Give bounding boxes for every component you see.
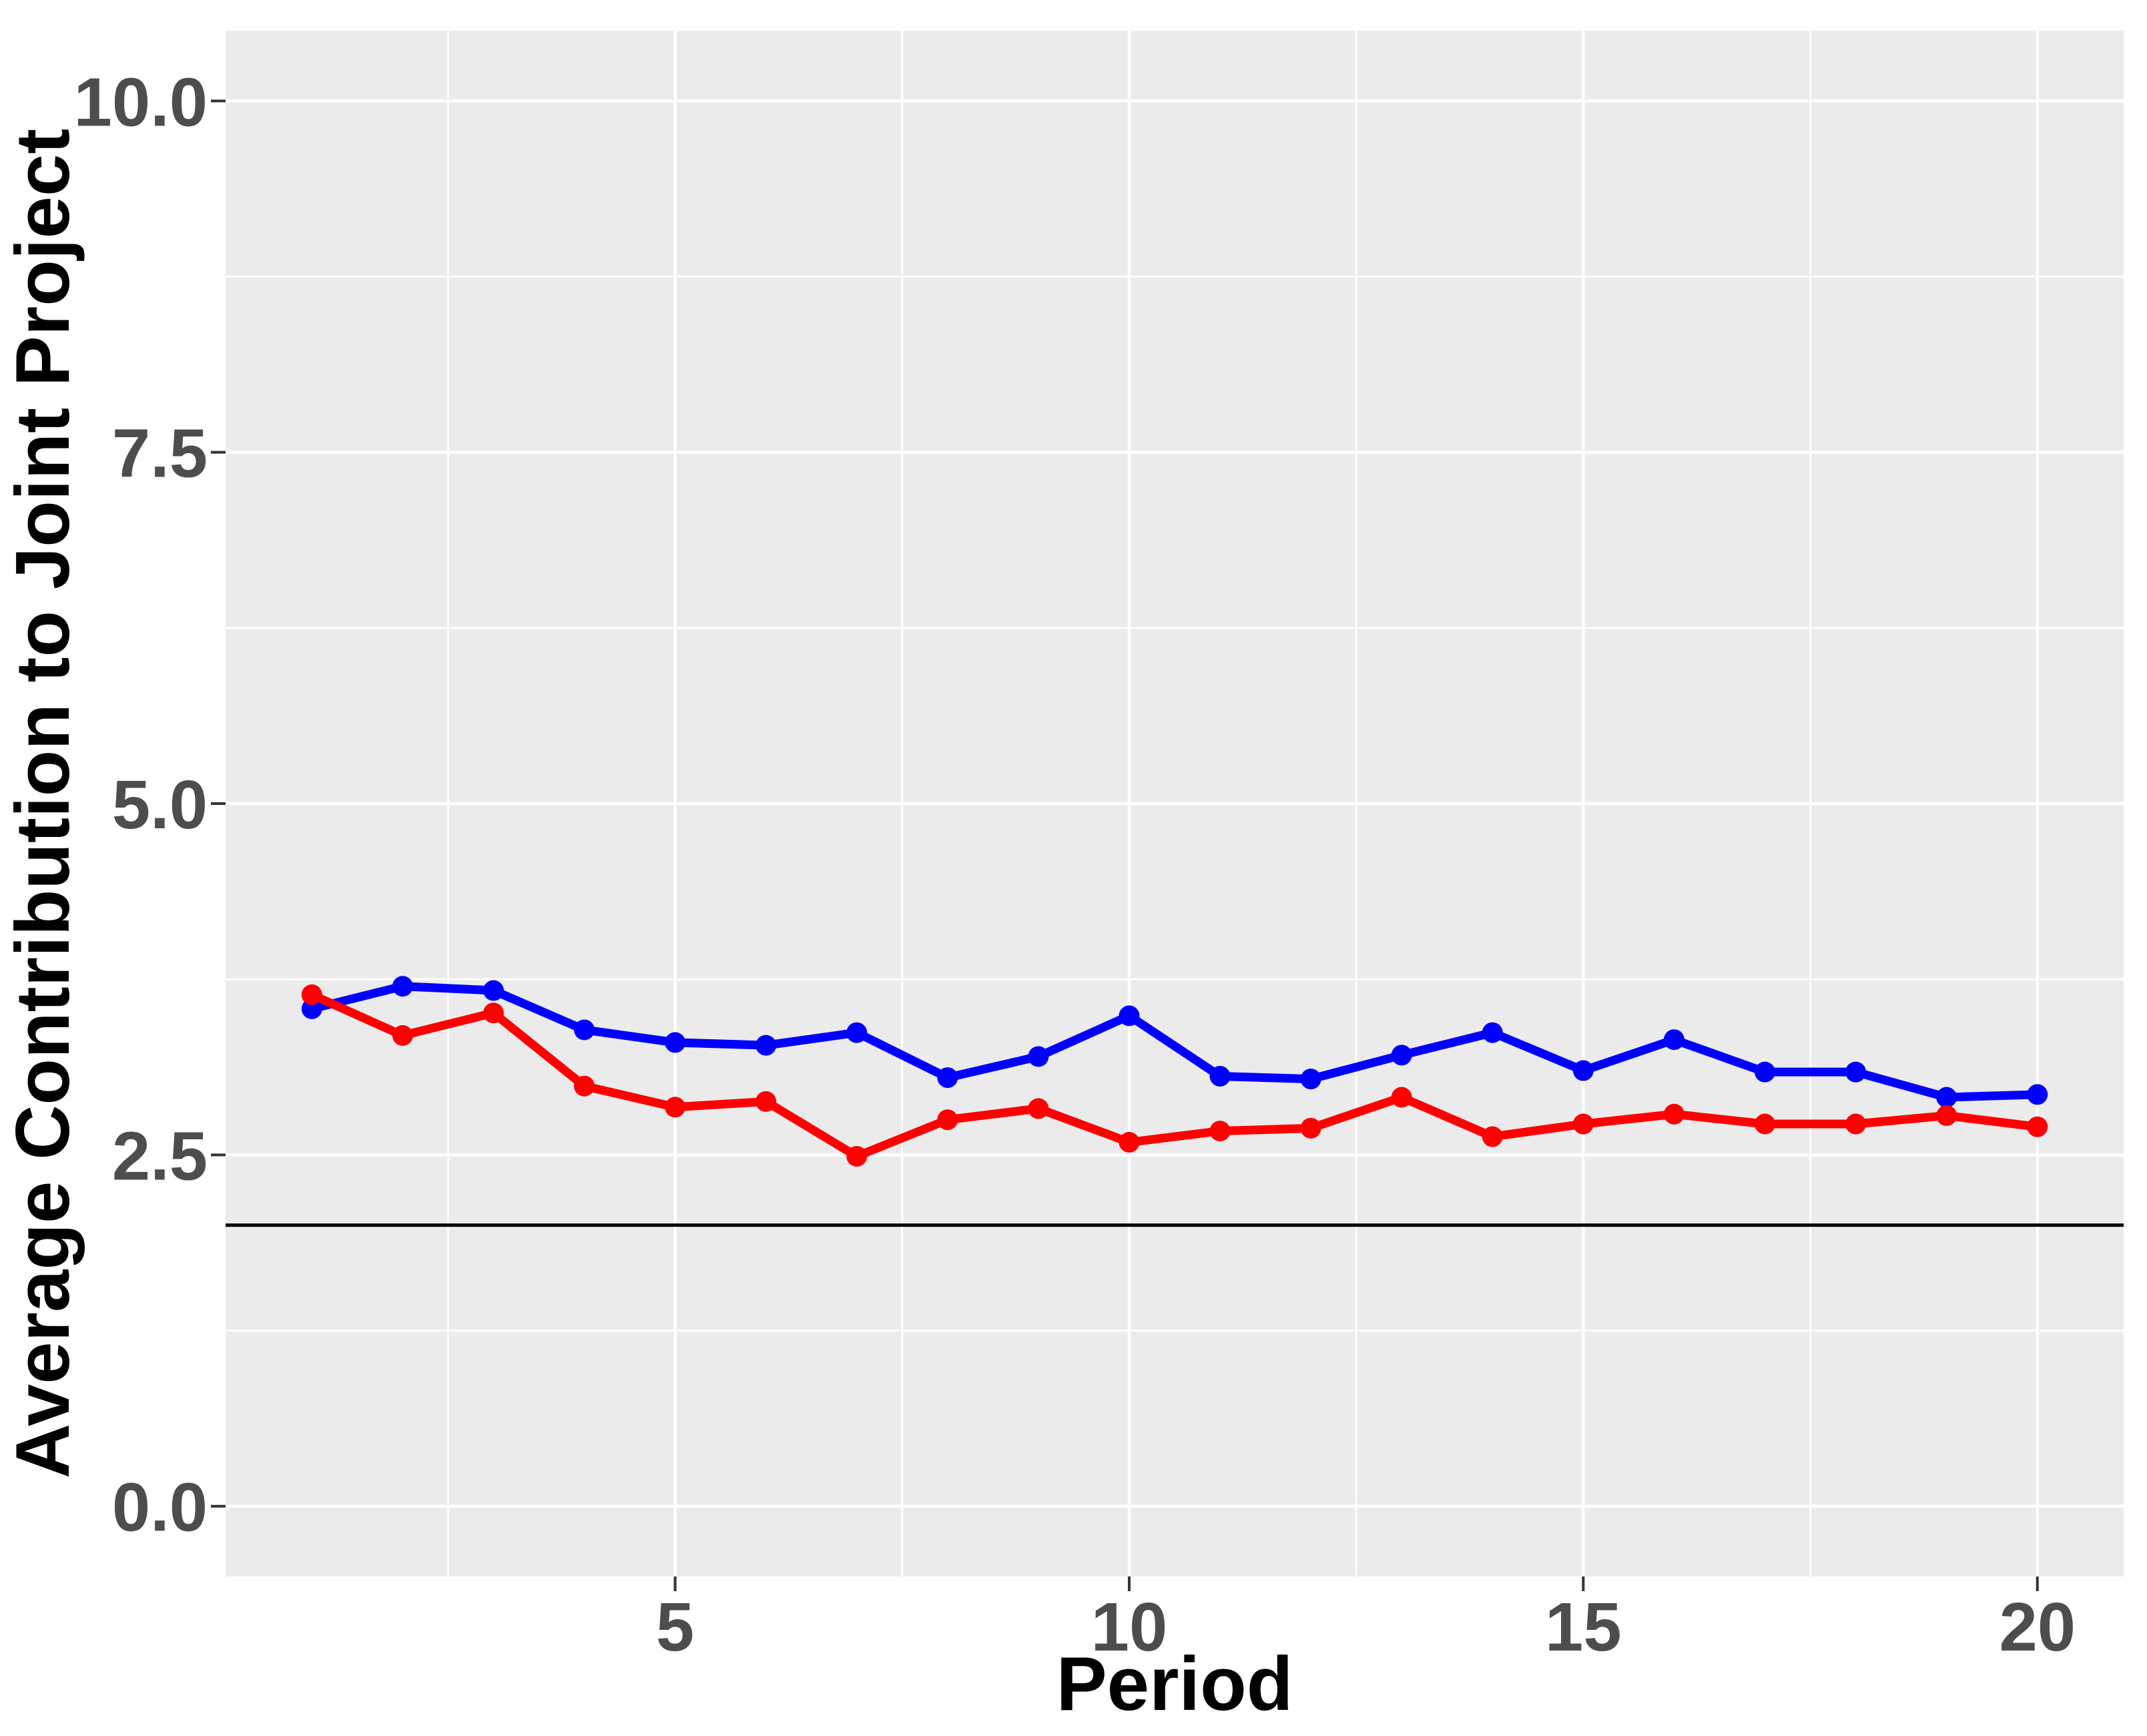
series-blue-point — [1028, 1046, 1049, 1067]
axis-ticks — [211, 99, 2039, 1591]
y-tick-label: 7.5 — [112, 415, 208, 492]
series-red-point — [1754, 1113, 1775, 1135]
series-red-point — [1845, 1113, 1867, 1135]
series-red-point — [1119, 1131, 1140, 1153]
y-tick-label: 0.0 — [112, 1469, 208, 1546]
x-tick-label: 10 — [1091, 1588, 1168, 1665]
series-red-point — [846, 1145, 868, 1167]
series-red-point — [1482, 1126, 1503, 1147]
series-blue-point — [1119, 1005, 1140, 1027]
x-tick-label: 15 — [1545, 1588, 1622, 1665]
x-tick-label: 20 — [1999, 1588, 2076, 1665]
series-blue-point — [937, 1067, 958, 1089]
series-red-point — [937, 1109, 958, 1131]
series-blue-point — [1300, 1069, 1321, 1090]
series-red-point — [1028, 1098, 1049, 1119]
series-blue-point — [483, 980, 504, 1001]
series-blue-point — [574, 1019, 595, 1041]
axis-tick-labels: 0.0 2.5 5.0 7.5 10.0 5 10 15 20 — [74, 63, 2076, 1665]
series-layer — [301, 976, 2048, 1167]
series-red-point — [1209, 1121, 1231, 1142]
series-red-point — [1936, 1105, 1957, 1126]
series-red-point — [301, 984, 322, 1005]
y-tick-label: 10.0 — [74, 63, 208, 140]
series-blue-point — [1936, 1087, 1957, 1108]
series-red-line — [307, 990, 2042, 1161]
series-red-point — [483, 1002, 504, 1024]
series-blue-line — [307, 982, 2042, 1102]
series-red-point — [1663, 1103, 1684, 1125]
series-blue-point — [1663, 1029, 1684, 1051]
series-blue-point — [846, 1022, 868, 1043]
x-axis-title: Period — [1056, 1642, 1293, 1727]
series-blue-point — [1572, 1060, 1594, 1081]
y-axis-title: Average Contribution to Joint Project — [1, 129, 85, 1479]
series-blue-point — [1754, 1061, 1775, 1083]
major-gridlines — [226, 31, 2124, 1576]
series-blue-point — [1209, 1065, 1231, 1087]
series-blue-point — [1482, 1022, 1503, 1043]
series-red-point — [665, 1097, 686, 1118]
series-red-point — [1391, 1087, 1412, 1108]
series-red-point — [755, 1091, 777, 1112]
series-blue-point — [665, 1032, 686, 1053]
y-tick-label: 5.0 — [112, 766, 208, 843]
x-tick-label: 5 — [656, 1588, 694, 1665]
series-blue-point — [1845, 1061, 1867, 1083]
series-red-point — [1300, 1117, 1321, 1139]
series-red-point — [2027, 1116, 2048, 1137]
series-blue-point — [1391, 1045, 1412, 1066]
series-blue-point — [2027, 1084, 2048, 1105]
series-blue-point — [392, 976, 413, 997]
series-red-point — [392, 1025, 413, 1046]
series-blue-point — [755, 1035, 777, 1056]
series-red-point — [1572, 1113, 1594, 1135]
y-tick-label: 2.5 — [112, 1117, 208, 1194]
series-red-point — [574, 1075, 595, 1097]
